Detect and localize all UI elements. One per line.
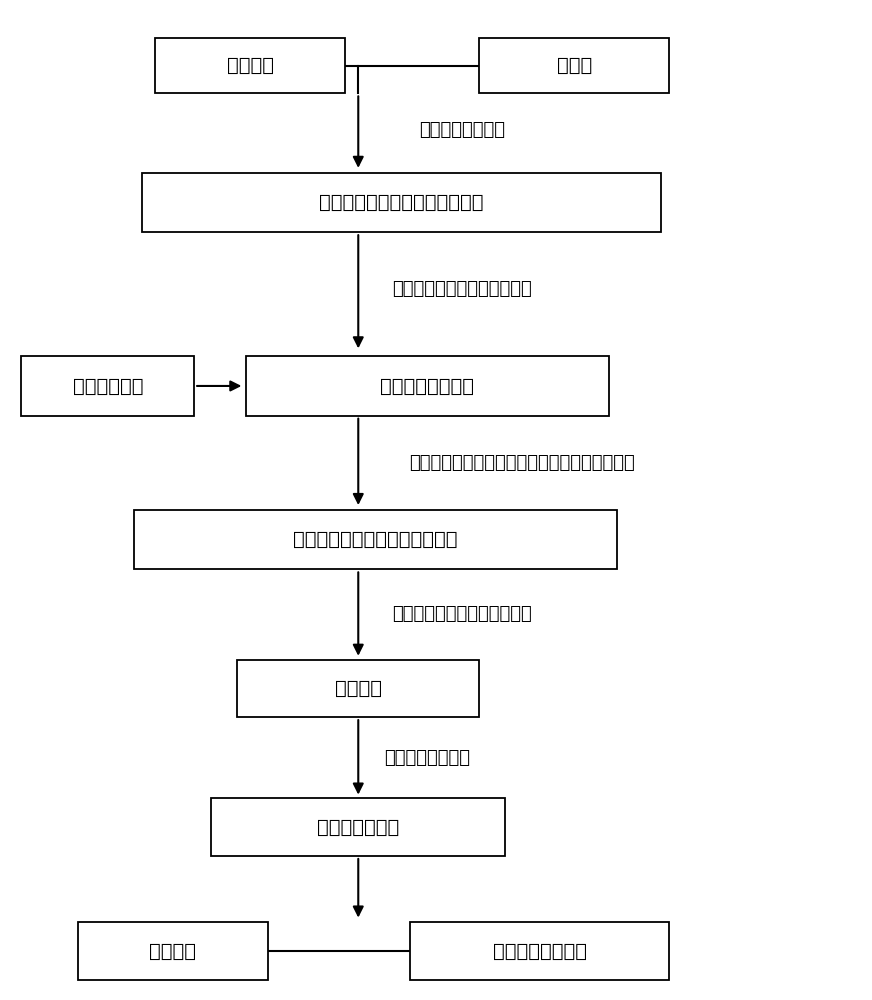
Text: 按照一定比例混合: 按照一定比例混合 [419, 121, 505, 139]
Text: 粘合剂: 粘合剂 [556, 56, 592, 75]
Text: 进一步加工，应用: 进一步加工，应用 [493, 942, 587, 961]
Text: 纯净的碳纳米管: 纯净的碳纳米管 [317, 818, 399, 837]
Bar [246, 356, 609, 416]
Text: 混合物制成的电极: 混合物制成的电极 [380, 376, 474, 395]
Text: 对混合物进行纯化: 对混合物进行纯化 [385, 749, 470, 767]
Bar [410, 922, 669, 980]
Bar [237, 660, 480, 717]
Bar [480, 38, 669, 93]
Bar [22, 356, 194, 416]
Text: 接通电源产生电弧、等离子体、电火花等高温体: 接通电源产生电弧、等离子体、电火花等高温体 [410, 454, 635, 472]
Text: 分散后的碳纳米管和残余粘合剂: 分散后的碳纳米管和残余粘合剂 [293, 530, 458, 549]
Text: 除杂装置: 除杂装置 [335, 679, 382, 698]
Text: 机械加压制成一定形状的电极: 机械加压制成一定形状的电极 [392, 280, 532, 298]
Bar [142, 173, 661, 232]
Bar [133, 510, 617, 569]
Bar [78, 922, 268, 980]
Text: 气流装置产生气流带动混合物: 气流装置产生气流带动混合物 [392, 605, 532, 623]
Text: 接入直流电源: 接入直流电源 [72, 376, 143, 395]
Bar [155, 38, 345, 93]
Bar [211, 798, 505, 856]
Text: 碳纳米管与粘合剂的均匀混合物: 碳纳米管与粘合剂的均匀混合物 [319, 193, 484, 212]
Text: 收集装置: 收集装置 [149, 942, 196, 961]
Text: 碳纳米管: 碳纳米管 [227, 56, 274, 75]
